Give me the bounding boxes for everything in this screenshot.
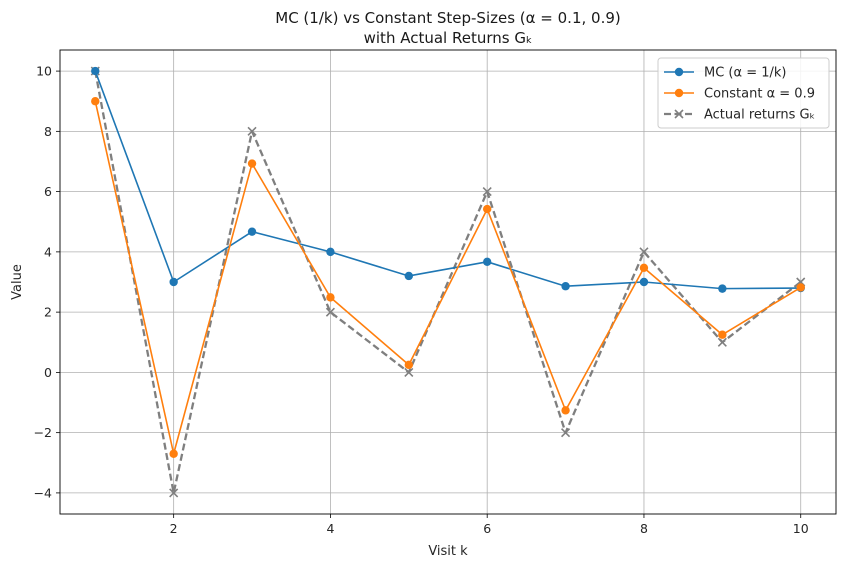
data-point — [639, 263, 649, 273]
data-point — [404, 271, 414, 281]
series-line — [94, 101, 802, 455]
data-point — [325, 307, 335, 317]
data-point — [717, 337, 727, 347]
data-point — [561, 406, 570, 415]
data-point — [639, 277, 649, 287]
legend-label: Constant α = 0.9 — [704, 87, 815, 102]
data-point — [718, 284, 727, 293]
plot-frame — [59, 49, 837, 515]
x-axis-label: Visit k — [428, 544, 468, 559]
y-tick-label: −2 — [34, 425, 52, 440]
data-point — [326, 247, 335, 257]
y-tick-label: 8 — [44, 124, 52, 139]
data-point — [482, 204, 492, 214]
data-point — [247, 159, 257, 168]
data-point — [639, 247, 649, 257]
data-point — [482, 187, 492, 197]
y-tick-label: 4 — [44, 244, 52, 259]
y-tick-label: −4 — [34, 485, 52, 500]
series-line — [94, 70, 801, 290]
data-point — [796, 283, 805, 292]
legend-box — [657, 57, 830, 129]
series-line — [94, 70, 802, 495]
y-axis-label: Value — [10, 264, 25, 300]
data-point — [169, 488, 179, 498]
y-tick-label: 2 — [44, 305, 52, 320]
series-1 — [91, 97, 805, 458]
data-point — [169, 277, 178, 287]
data-point — [482, 257, 492, 267]
axes — [59, 49, 837, 515]
data-point — [718, 330, 727, 339]
data-point — [247, 227, 257, 236]
legend: MC (α = 1/k) Constant α = 0.9 Actual retur… — [657, 57, 830, 129]
chart-title-line1: MC (1/k) vs Constant Step-Sizes (α = 0.1… — [275, 9, 620, 27]
x-tick-label: 2 — [170, 521, 178, 536]
legend-label: MC (α = 1/k) — [704, 66, 786, 81]
series-0 — [91, 66, 805, 293]
x-tick-label: 4 — [326, 521, 334, 536]
legend-entry: Constant α = 0.9 — [664, 87, 815, 102]
y-tick-label: 10 — [36, 64, 52, 79]
x-tick-label: 8 — [640, 521, 648, 536]
legend-entry: Actual returns Gₖ — [664, 108, 815, 123]
data-point — [561, 428, 571, 438]
data-point — [404, 367, 414, 377]
data-point — [326, 293, 335, 302]
x-tick-label: 10 — [793, 521, 809, 536]
chart-title-line2: with Actual Returns Gₖ — [364, 29, 533, 47]
legend-marker — [674, 109, 684, 119]
data-point — [91, 66, 100, 76]
data-point — [561, 282, 570, 291]
y-tick-label: 6 — [44, 184, 52, 199]
legend-label: Actual returns Gₖ — [704, 108, 815, 123]
legend-marker — [674, 67, 684, 77]
legend-entry: MC (α = 1/k) — [664, 66, 786, 81]
data-point — [247, 126, 257, 136]
ticks: 2 4 6 8 10 −4 −2 0 2 4 6 8 10 — [34, 64, 809, 536]
y-tick-label: 0 — [44, 365, 52, 380]
data-point — [404, 360, 414, 370]
data-point — [91, 97, 100, 106]
data-point — [169, 449, 178, 458]
series — [90, 66, 806, 498]
legend-marker — [674, 88, 684, 98]
x-tick-label: 6 — [483, 521, 491, 536]
